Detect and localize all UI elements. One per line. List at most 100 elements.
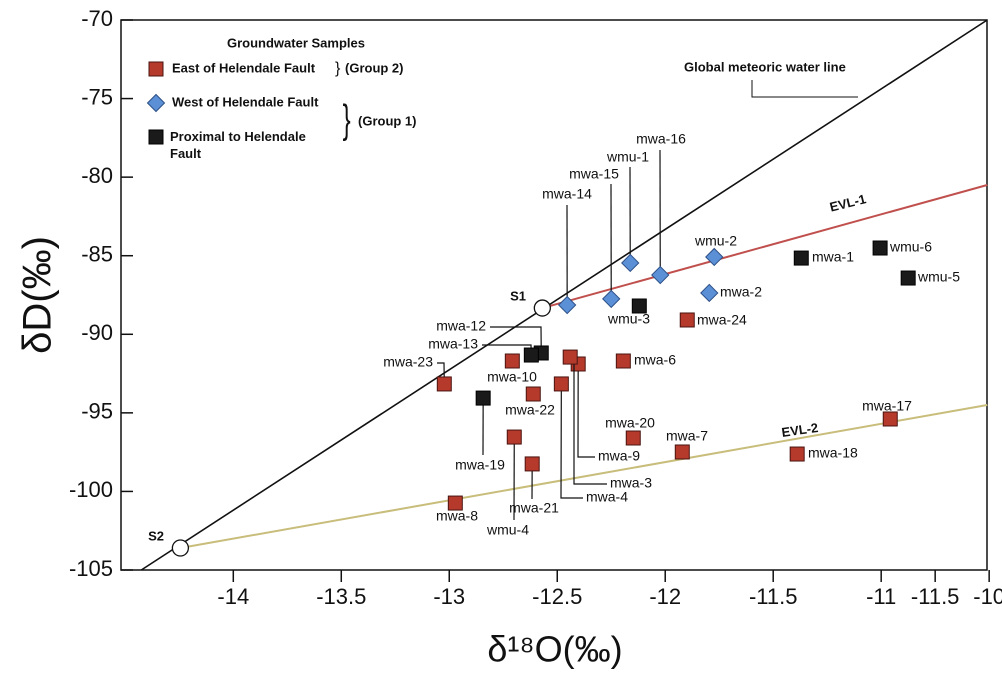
x-tick-label: -12.5 [532,584,582,609]
marker [504,353,520,369]
reference-line [140,19,988,571]
marker [615,353,631,369]
marker [562,349,578,365]
point-label: wmu-5 [917,269,960,285]
x-tick-label: -11.5 [911,584,960,609]
y-axis-label: δD(‰) [16,236,60,354]
marker [793,250,809,266]
marker [524,456,540,472]
point-label: wmu-6 [889,239,932,255]
end-point [533,299,551,317]
brace: } [343,96,351,141]
point-label: wmu-1 [606,149,649,165]
x-tick-label: -13 [433,584,465,609]
legend-wrap: Proximal to Helendale Fault [170,129,306,161]
point-label: mwa-3 [610,475,652,491]
point-label: mwa-14 [542,186,592,202]
point-label: mwa-19 [455,457,505,473]
group-label: (Group 2) [345,60,404,75]
y-tick-label: -95 [81,399,113,424]
brace: } [335,60,341,77]
legend-label: Proximal to Helendale Fault [170,129,306,161]
marker [882,411,898,427]
y-tick-label: -85 [81,242,113,267]
point-label: mwa-24 [697,312,747,328]
point-label: mwa-13 [428,336,478,352]
legend-marker [146,93,166,113]
point-label: mwa-23 [383,354,433,370]
y-tick-label: -75 [81,84,113,109]
point-label: mwa-21 [509,500,559,516]
marker [900,270,916,286]
point-label: S2 [148,528,164,543]
marker [872,240,888,256]
marker [789,446,805,462]
marker [621,253,640,273]
marker [651,265,670,285]
line-label: EVL-2 [781,420,820,440]
x-tick-label: -14 [217,584,249,609]
point-label: mwa-1 [812,249,854,265]
leader-line [569,356,607,485]
group-label: (Group 1) [358,113,417,128]
marker [674,444,690,460]
marker [705,247,724,267]
legend-label: East of Helendale Fault [172,60,316,75]
x-tick-label: -12 [649,584,681,609]
reference-line [180,404,988,549]
y-tick-label: -100 [69,477,113,502]
point-label: S1 [510,288,526,303]
point-label: mwa-8 [436,508,478,524]
point-label: mwa-22 [505,402,555,418]
point-label: mwa-6 [634,352,676,368]
reference-line [542,184,988,310]
x-tick-label: -10 [973,584,1002,609]
marker [436,376,452,392]
point-label: mwa-16 [636,131,686,147]
y-tick-label: -80 [81,163,113,188]
y-tick-label: -70 [81,6,113,31]
marker [553,376,569,392]
line-label: Global meteoric water line [684,59,846,74]
leader-line [577,363,595,458]
marker [631,298,647,314]
x-tick-label: -11.5 [749,584,798,609]
point-label: wmu-4 [486,522,529,538]
legend-label: West of Helendale Fault [172,94,319,109]
point-label: mwa-9 [598,448,640,464]
point-label: mwa-7 [666,428,708,444]
leader-line [560,383,583,499]
point-label: mwa-12 [436,318,486,334]
y-tick-label: -105 [69,556,113,581]
annotation-leader [751,80,858,98]
marker [557,295,577,315]
point-label: mwa-18 [808,445,858,461]
line-label: EVL-1 [828,191,867,214]
point-label: mwa-17 [862,398,912,414]
point-label: wmu-2 [694,233,737,249]
x-tick-label: -11 [866,584,896,609]
point-label: mwa-10 [487,369,537,385]
marker [475,390,491,406]
point-label: mwa-15 [569,166,619,182]
marker [625,430,641,446]
x-axis-label: δ¹⁸O(‰) [487,629,622,670]
point-label: mwa-2 [720,284,762,300]
marker [506,429,522,445]
y-tick-label: -90 [81,320,113,345]
marker [523,347,539,363]
end-point [171,539,190,557]
point-label: wmu-3 [607,311,650,327]
legend-title: Groundwater Samples [227,35,365,50]
x-tick-label: -13.5 [316,584,366,609]
marker [700,283,719,303]
point-label: mwa-20 [605,415,655,431]
marker [602,289,621,309]
legend-marker [148,61,164,77]
plot-frame [120,19,988,571]
point-label: mwa-4 [586,489,628,505]
legend-marker [148,129,164,145]
leader-line [490,326,542,353]
marker [447,495,463,511]
